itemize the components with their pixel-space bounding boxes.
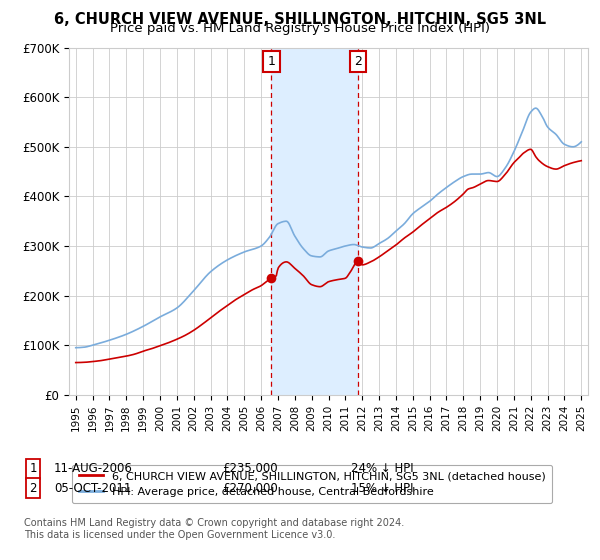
Text: £270,000: £270,000 xyxy=(222,482,278,495)
Legend: 6, CHURCH VIEW AVENUE, SHILLINGTON, HITCHIN, SG5 3NL (detached house), HPI: Aver: 6, CHURCH VIEW AVENUE, SHILLINGTON, HITC… xyxy=(72,465,553,503)
Text: £235,000: £235,000 xyxy=(222,462,278,475)
Text: 15% ↓ HPI: 15% ↓ HPI xyxy=(351,482,413,495)
Text: 1: 1 xyxy=(29,462,37,475)
Text: 6, CHURCH VIEW AVENUE, SHILLINGTON, HITCHIN, SG5 3NL: 6, CHURCH VIEW AVENUE, SHILLINGTON, HITC… xyxy=(54,12,546,27)
Bar xyxy=(271,48,358,395)
Text: Price paid vs. HM Land Registry's House Price Index (HPI): Price paid vs. HM Land Registry's House … xyxy=(110,22,490,35)
Text: 1: 1 xyxy=(268,55,275,68)
Text: 05-OCT-2011: 05-OCT-2011 xyxy=(54,482,131,495)
Text: Contains HM Land Registry data © Crown copyright and database right 2024.
This d: Contains HM Land Registry data © Crown c… xyxy=(24,518,404,540)
Text: 2: 2 xyxy=(354,55,362,68)
Text: 2: 2 xyxy=(29,482,37,495)
Text: 24% ↓ HPI: 24% ↓ HPI xyxy=(351,462,413,475)
Text: 11-AUG-2006: 11-AUG-2006 xyxy=(54,462,133,475)
